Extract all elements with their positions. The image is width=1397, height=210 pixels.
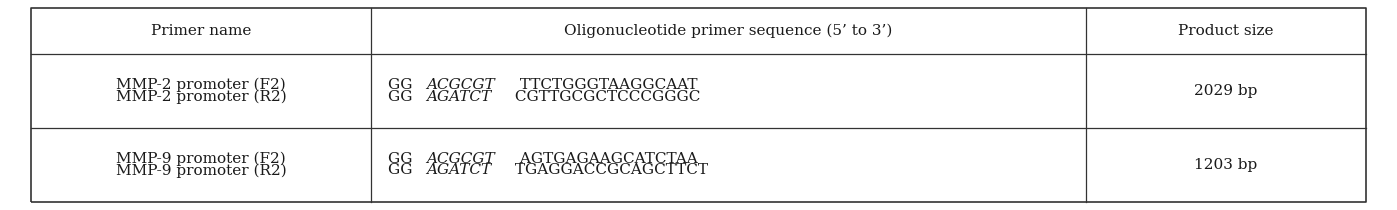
Text: AGATCT: AGATCT xyxy=(426,89,492,104)
Text: TTCTGGGTAAGGCAAT: TTCTGGGTAAGGCAAT xyxy=(514,78,697,92)
Text: TGAGGACCGCAGCTTCT: TGAGGACCGCAGCTTCT xyxy=(510,163,708,177)
Text: CGTTGCGCTCCCGGGC: CGTTGCGCTCCCGGGC xyxy=(510,89,700,104)
Text: Oligonucleotide primer sequence (5’ to 3’): Oligonucleotide primer sequence (5’ to 3… xyxy=(564,24,893,38)
Text: GG: GG xyxy=(388,78,418,92)
Text: 1203 bp: 1203 bp xyxy=(1194,158,1257,172)
Text: GG: GG xyxy=(388,163,418,177)
Text: AGTGAGAAGCATCTAA: AGTGAGAAGCATCTAA xyxy=(514,152,697,166)
Text: MMP-2 promoter (R2): MMP-2 promoter (R2) xyxy=(116,89,286,104)
Text: 2029 bp: 2029 bp xyxy=(1194,84,1257,98)
Text: MMP-2 promoter (F2): MMP-2 promoter (F2) xyxy=(116,78,286,92)
Text: Product size: Product size xyxy=(1178,24,1274,38)
Text: ACGCGT: ACGCGT xyxy=(426,78,495,92)
Text: ACGCGT: ACGCGT xyxy=(426,152,495,166)
Text: AGATCT: AGATCT xyxy=(426,163,492,177)
Text: GG: GG xyxy=(388,152,418,166)
Text: Primer name: Primer name xyxy=(151,24,251,38)
Text: MMP-9 promoter (R2): MMP-9 promoter (R2) xyxy=(116,163,286,178)
Text: MMP-9 promoter (F2): MMP-9 promoter (F2) xyxy=(116,152,286,166)
Text: GG: GG xyxy=(388,89,418,104)
